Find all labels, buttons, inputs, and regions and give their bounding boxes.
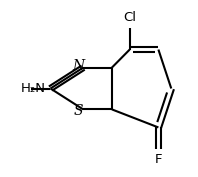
Text: H₂N: H₂N bbox=[21, 82, 46, 95]
Text: Cl: Cl bbox=[123, 11, 136, 24]
Text: F: F bbox=[155, 153, 162, 166]
Text: S: S bbox=[73, 104, 83, 118]
Text: N: N bbox=[72, 59, 84, 73]
